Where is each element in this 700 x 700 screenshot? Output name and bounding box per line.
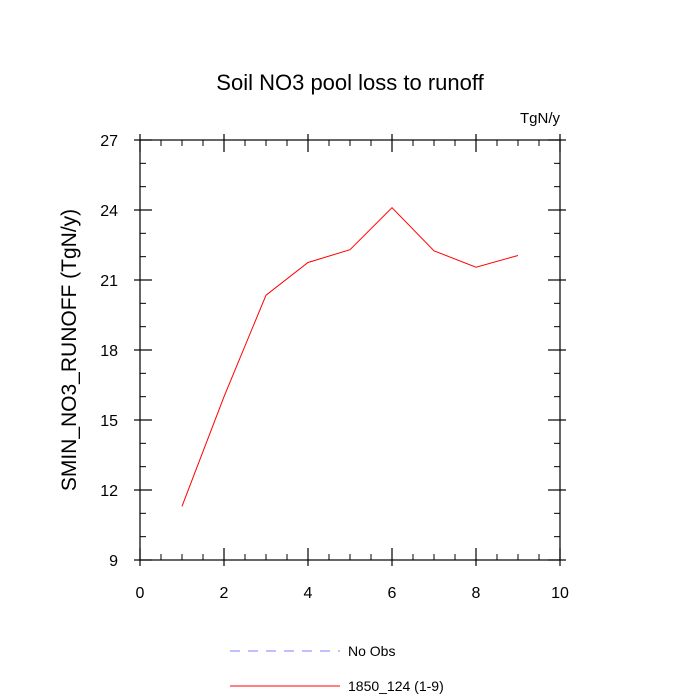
x-tick-label: 2 <box>220 585 229 602</box>
x-tick-label: 4 <box>304 585 313 602</box>
x-tick-label: 6 <box>388 585 397 602</box>
series-layer <box>181 206 519 507</box>
units-label: TgN/y <box>520 110 561 127</box>
y-tick-label: 18 <box>100 343 118 360</box>
series-line <box>181 206 519 507</box>
y-tick-label: 27 <box>100 133 118 150</box>
y-tick-label: 15 <box>100 413 118 430</box>
chart-title: Soil NO3 pool loss to runoff <box>216 70 484 95</box>
legend-label: No Obs <box>348 643 395 659</box>
y-axis-label: SMIN_NO3_RUNOFF (TgN/y) <box>58 209 81 491</box>
legend-label: 1850_124 (1-9) <box>348 678 444 694</box>
y-tick-label: 24 <box>100 203 118 220</box>
x-tick-label: 10 <box>551 585 569 602</box>
y-tick-label: 21 <box>100 273 118 290</box>
legend: No Obs 1850_124 (1-9) <box>230 643 444 694</box>
axis-ticks <box>134 134 566 566</box>
x-tick-label: 0 <box>136 585 145 602</box>
plot-frame <box>139 139 561 561</box>
y-tick-label: 12 <box>100 483 118 500</box>
x-tick-label: 8 <box>472 585 481 602</box>
y-tick-label: 9 <box>109 553 118 570</box>
